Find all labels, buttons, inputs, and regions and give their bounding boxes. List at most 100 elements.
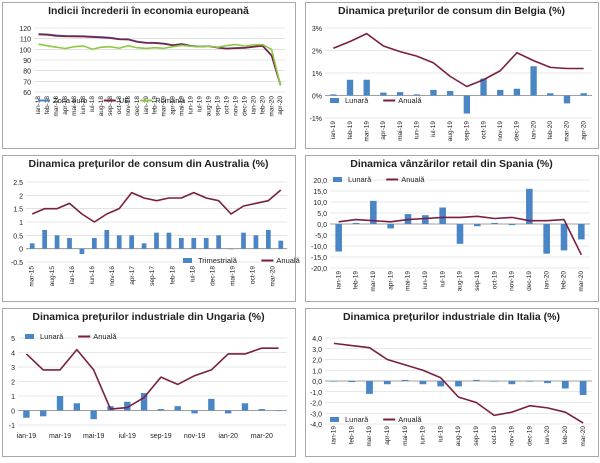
x-tick-label: aug-19 bbox=[447, 121, 454, 142]
x-tick-label: dec-19 bbox=[241, 96, 248, 116]
y-tick-label: 2,0 bbox=[312, 358, 322, 365]
bar-lunară-3 bbox=[380, 93, 386, 96]
x-tick-label: iun-16 bbox=[89, 266, 96, 284]
legend-label: Anuală bbox=[276, 256, 300, 265]
x-tick-label: feb-19 bbox=[348, 426, 355, 445]
x-tick-label: iul-19 bbox=[119, 433, 136, 440]
x-tick-label: dec-18 bbox=[209, 266, 216, 286]
x-tick-label: sep-19 bbox=[464, 121, 471, 141]
bar-lunară-13 bbox=[561, 224, 568, 250]
x-tick-label: mai-19 bbox=[405, 271, 412, 291]
x-tick-label: apr-19 bbox=[384, 426, 391, 445]
bar-lunară-14 bbox=[564, 96, 570, 104]
legend-swatch-bar bbox=[183, 258, 192, 263]
x-tick-label: ian-20 bbox=[218, 433, 238, 440]
x-tick-label: dec-18 bbox=[134, 96, 141, 116]
y-tick-label: -15,0 bbox=[311, 255, 327, 262]
bar-trimestrială-19 bbox=[266, 230, 271, 249]
x-tick-label: feb-20 bbox=[547, 121, 554, 140]
y-tick-label: 0 bbox=[19, 247, 23, 254]
x-tick-label: mar-20 bbox=[580, 426, 587, 447]
y-tick-label: -0.5 bbox=[11, 260, 23, 267]
y-tick-label: -20,0 bbox=[311, 266, 327, 273]
y-tick-label: 3% bbox=[312, 26, 322, 33]
y-tick-label: 0,0 bbox=[317, 222, 327, 229]
x-tick-label: ian-19 bbox=[335, 271, 342, 289]
y-tick-label: 1,0 bbox=[312, 368, 322, 375]
y-tick-label: 110 bbox=[20, 37, 31, 44]
x-tick-label: nov-19 bbox=[509, 426, 516, 446]
bar-trimestrială-9 bbox=[142, 243, 147, 248]
y-tick-label: 2.5 bbox=[13, 180, 23, 187]
chart-title: Dinamica prețurilor industriale din Unga… bbox=[32, 311, 264, 323]
y-tick-label: 3 bbox=[11, 365, 15, 372]
bar-lunară-4 bbox=[397, 92, 403, 95]
chart-title: Dinamica prețurilor industriale din Ital… bbox=[343, 311, 560, 323]
bar-lunară-11 bbox=[208, 399, 214, 411]
y-tick-label: 5,0 bbox=[317, 211, 327, 218]
x-tick-label: mai-19 bbox=[397, 121, 404, 141]
x-tick-label: iul-18 bbox=[89, 96, 96, 112]
x-tick-label: mar-19 bbox=[370, 271, 377, 292]
panel-border bbox=[3, 3, 296, 149]
x-tick-label: mai-19 bbox=[83, 433, 105, 440]
bar-lunară-15 bbox=[275, 411, 281, 412]
x-tick-label: ian-19 bbox=[330, 121, 337, 139]
x-tick-label: iun-19 bbox=[420, 426, 427, 444]
legend-swatch-bar bbox=[330, 98, 339, 103]
y-tick-label: 60 bbox=[23, 90, 31, 97]
x-tick-label: apr-17 bbox=[129, 266, 136, 285]
chart-title: Dinamica vânzărilor retail din Spania (%… bbox=[350, 158, 552, 170]
chart-panel-c3: Dinamica prețurilor de consum din Austra… bbox=[3, 156, 301, 302]
bar-trimestrială-0 bbox=[30, 243, 35, 248]
bar-trimestrială-20 bbox=[278, 241, 283, 249]
bar-lunară-10 bbox=[497, 90, 503, 96]
bar-trimestrială-11 bbox=[167, 233, 172, 249]
bar-trimestrială-16 bbox=[229, 249, 234, 250]
y-tick-label: -2,0 bbox=[310, 401, 322, 408]
bar-trimestrială-14 bbox=[204, 238, 209, 249]
y-tick-label: 2 bbox=[11, 380, 15, 387]
bar-trimestrială-1 bbox=[42, 230, 47, 249]
bar-lunară-3 bbox=[74, 403, 80, 410]
y-tick-label: 0% bbox=[312, 94, 322, 101]
y-tick-label: 2 bbox=[19, 193, 23, 200]
chart-panel-c1: Indicii încrederii în economia europeană… bbox=[3, 3, 296, 149]
bar-lunară-8 bbox=[464, 96, 470, 114]
bar-lunară-4 bbox=[402, 380, 409, 381]
bar-lunară-15 bbox=[580, 93, 586, 95]
bar-lunară-14 bbox=[259, 409, 265, 410]
y-tick-label: 1% bbox=[312, 71, 322, 78]
bar-trimestrială-2 bbox=[55, 235, 60, 248]
x-tick-label: iul-19 bbox=[437, 426, 444, 442]
y-tick-label: 90 bbox=[23, 58, 31, 65]
y-tick-label: -4,0 bbox=[310, 422, 322, 429]
bar-lunară-6 bbox=[439, 208, 446, 225]
bar-lunară-12 bbox=[543, 224, 550, 254]
x-tick-label: iun-19 bbox=[188, 96, 195, 114]
bar-lunară-2 bbox=[57, 396, 63, 411]
bar-lunară-13 bbox=[562, 381, 569, 389]
x-tick-label: aug-15 bbox=[49, 266, 56, 287]
x-tick-label: nov-19 bbox=[232, 96, 239, 116]
legend-label: Trimestrială bbox=[198, 256, 238, 265]
x-tick-label: mar-15 bbox=[29, 266, 36, 287]
x-tick-label: feb-20 bbox=[562, 426, 569, 445]
x-tick-label: ian-20 bbox=[543, 271, 550, 289]
bar-lunară-7 bbox=[457, 224, 464, 244]
x-tick-label: nov-19 bbox=[497, 121, 504, 141]
bar-lunară-11 bbox=[514, 89, 520, 96]
x-tick-label: dec-19 bbox=[514, 121, 521, 141]
bar-lunară-10 bbox=[191, 411, 197, 414]
x-tick-label: feb-19 bbox=[353, 271, 360, 290]
x-tick-label: ian-16 bbox=[69, 266, 76, 284]
y-tick-label: 20,0 bbox=[313, 178, 327, 185]
legend-label: UE bbox=[119, 96, 129, 105]
y-tick-label: 100 bbox=[19, 47, 31, 54]
bar-lunară-10 bbox=[509, 224, 516, 225]
y-tick-label: 1 bbox=[11, 394, 15, 401]
legend-swatch-bar bbox=[333, 177, 342, 182]
x-tick-label: apr-20 bbox=[277, 96, 284, 115]
bar-lunară-8 bbox=[158, 409, 164, 410]
x-tick-label: mar-19 bbox=[363, 121, 370, 142]
